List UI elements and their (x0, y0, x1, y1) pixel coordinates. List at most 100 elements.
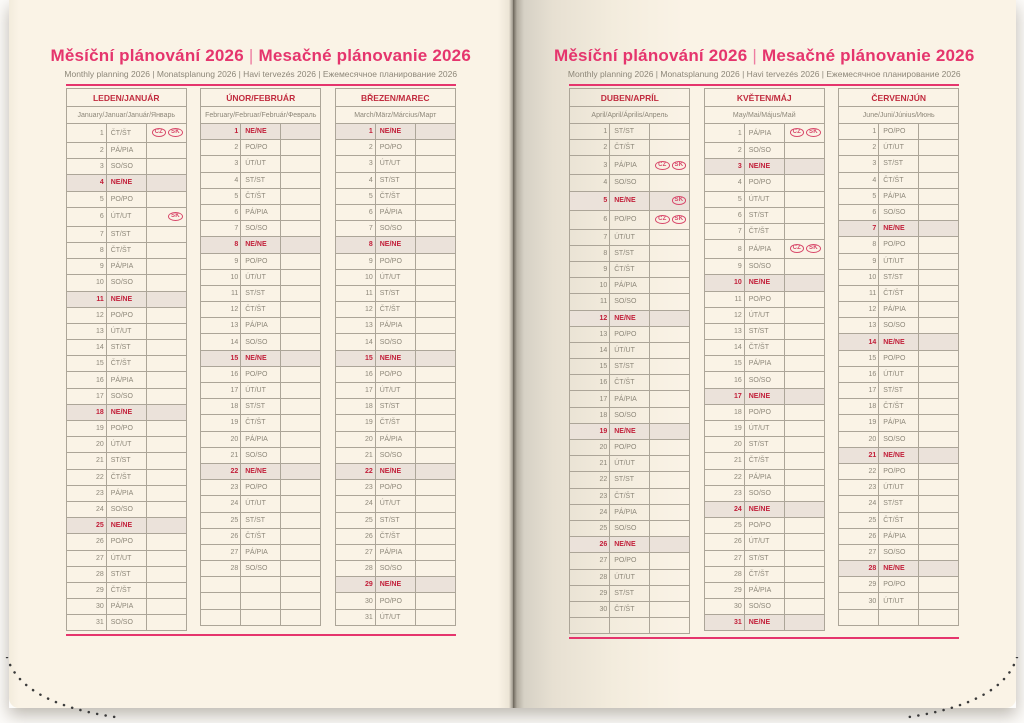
notes-cell (918, 203, 960, 222)
day-number: 22 (334, 462, 376, 481)
notes-cell (649, 374, 691, 392)
weekday-label: PÁ/PIA (743, 581, 785, 600)
day-number: 27 (569, 552, 611, 570)
notes-cell (918, 252, 960, 270)
weekday-label: ČT/ŠT (878, 511, 920, 529)
notes-cell (145, 403, 187, 422)
weekday-label: NE/NE (743, 500, 785, 519)
months-right: DUBEN/APRÍL April/April/Április/Апрель 1… (569, 88, 960, 635)
day-row: 23 ČT/ŠT (569, 487, 691, 505)
month-calendar: ÚNOR/FEBRUÁR February/Februar/Február/Фе… (200, 88, 322, 631)
day-row: 22 ST/ST (569, 471, 691, 489)
weekday-label: ÚT/UT (878, 479, 920, 497)
month-calendar: KVĚTEN/MÁJ May/Mai/Május/Май 1 PÁ/PIA CZ SK… (703, 88, 825, 634)
day-row: 4 SO/SO (569, 174, 691, 192)
weekday-label: ÚT/UT (105, 549, 147, 567)
weekday-label: ST/ST (240, 284, 282, 303)
notes-cell (783, 403, 825, 422)
notes-cell: CZ SK (783, 123, 825, 143)
weekday-label: ČT/ŠT (609, 139, 651, 157)
weekday-label: SO/SO (240, 446, 282, 464)
day-number: 23 (703, 484, 745, 502)
notes-cell (414, 268, 456, 286)
weekday-label: PO/PO (743, 290, 785, 308)
day-number: 1 (569, 122, 611, 141)
day-number: 7 (838, 220, 880, 238)
day-row: 25 NE/NE (65, 517, 187, 535)
weekday-label: ST/ST (609, 358, 651, 376)
weekday-label: ST/ST (878, 495, 920, 513)
weekday-label: ST/ST (240, 511, 282, 529)
day-number: 6 (569, 209, 611, 230)
day-number: 26 (200, 527, 242, 545)
notes-cell (145, 598, 187, 616)
day-row: 1 PÁ/PIA CZ SK (703, 123, 825, 143)
notes-cell (918, 301, 960, 319)
weekday-label: ST/ST (878, 381, 920, 400)
notes-cell (649, 503, 691, 521)
weekday-label: ST/ST (609, 244, 651, 262)
day-number: 22 (200, 462, 242, 481)
day-row: 6 PÁ/PIA (334, 203, 456, 222)
day-number: 22 (569, 471, 611, 489)
notes-cell (783, 141, 825, 160)
weekday-label: ST/ST (609, 471, 651, 489)
weekday-label: ÚT/UT (609, 568, 651, 586)
notes-cell (649, 455, 691, 473)
month-name: DUBEN/APRÍL (569, 88, 691, 107)
weekday-label: SO/SO (609, 293, 651, 311)
weekday-label: SO/SO (743, 371, 785, 389)
notes-cell: CZ SK (649, 155, 691, 176)
day-row: 25 PO/PO (703, 517, 825, 535)
notes-cell (783, 371, 825, 389)
month-days: 1 PÁ/PIA CZ SK 2 SO/SO 3 NE/NE 4 PO/PO 5 ÚT/UT 6 ST/S… (703, 123, 825, 632)
day-number: 18 (200, 398, 242, 416)
day-row: 2 PÁ/PIA (65, 141, 187, 160)
day-row: 9 ČT/ŠT (569, 260, 691, 279)
day-number: 27 (200, 543, 242, 562)
day-number: 22 (703, 468, 745, 486)
weekday-label: PO/PO (105, 190, 147, 208)
notes-cell (414, 171, 456, 189)
notes-cell (280, 333, 322, 351)
month-languages: March/März/Március/Март (334, 106, 456, 124)
notes-cell (280, 381, 322, 400)
day-row: 17 ÚT/UT (334, 381, 456, 400)
day-number: 13 (838, 317, 880, 335)
day-row: 18 PO/PO (703, 403, 825, 422)
day-number: 30 (703, 598, 745, 616)
weekday-label: NE/NE (878, 333, 920, 351)
day-row: 17 SO/SO (65, 387, 187, 405)
notes-cell (145, 452, 187, 470)
notes-cell (414, 284, 456, 303)
day-number: 23 (569, 487, 611, 505)
month-days: 1 NE/NE 2 PO/PO 3 ÚT/UT 4 ST/ST 5 ČT/ŠT 6 PÁ/PIA 7 SO… (334, 122, 456, 626)
notes-cell (414, 560, 456, 578)
notes-cell (414, 333, 456, 351)
weekday-label: PÁ/PIA (105, 598, 147, 616)
day-row: 18 ČT/ŠT (838, 398, 960, 416)
month-days: 1 PO/PO 2 ÚT/UT 3 ST/ST 4 ČT/ŠT 5 PÁ/PIA 6 SO/SO 7 NE… (838, 122, 960, 626)
day-number: 16 (334, 365, 376, 384)
notes-cell (918, 268, 960, 286)
notes-cell (280, 543, 322, 562)
day-row: 1 PO/PO (838, 122, 960, 141)
weekday-label: ST/ST (743, 549, 785, 567)
notes-cell (280, 349, 322, 367)
day-row: 9 PO/PO (200, 252, 322, 270)
day-number: 8 (334, 236, 376, 254)
day-row: 14 SO/SO (200, 333, 322, 351)
notes-cell (280, 284, 322, 303)
notes-cell (918, 560, 960, 578)
notes-cell (918, 236, 960, 254)
day-row: 3 SO/SO (65, 158, 187, 176)
day-number: 15 (334, 349, 376, 367)
day-row: 22 NE/NE (334, 462, 456, 481)
weekday-label: ST/ST (240, 398, 282, 416)
empty-day-row (200, 576, 322, 594)
weekday-label: ÚT/UT (240, 268, 282, 286)
weekday-label: NE/NE (105, 517, 147, 535)
notes-cell (145, 339, 187, 357)
empty-day-row (569, 617, 691, 635)
day-number: 11 (200, 284, 242, 303)
